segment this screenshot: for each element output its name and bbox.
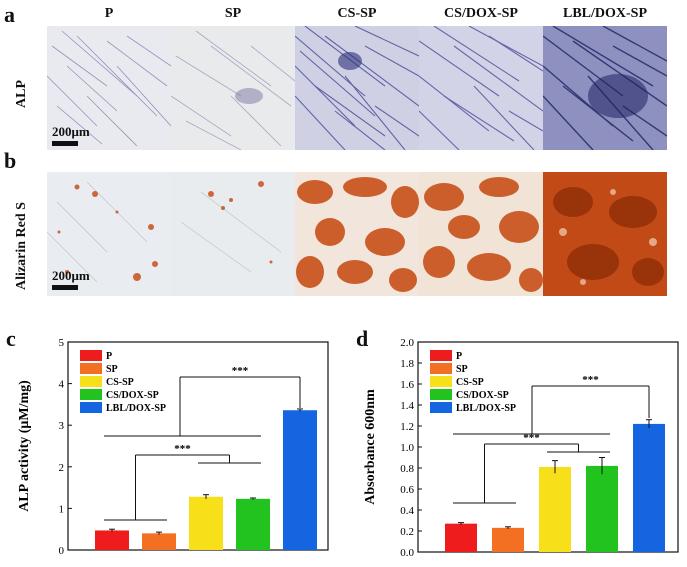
scale-bar-line xyxy=(52,141,78,146)
sig-label-2: *** xyxy=(232,365,249,377)
y-tick-label: 0.6 xyxy=(400,484,414,496)
scale-bar-label: 200μm xyxy=(52,124,90,139)
bar-lbl-dox-sp xyxy=(633,423,665,552)
ars-micrograph-lbl-dox-sp xyxy=(543,172,667,296)
legend-label-lbl-dox-sp: LBL/DOX-SP xyxy=(456,403,516,414)
legend-swatch-p xyxy=(430,350,452,361)
legend-label-cs-sp: CS-SP xyxy=(106,377,134,388)
legend-swatch-lbl-dox-sp xyxy=(80,402,102,413)
legend-swatch-cs-dox-sp xyxy=(430,389,452,400)
column-header-lbl-dox-sp: LBL/DOX-SP xyxy=(562,6,647,21)
sig-label-2: *** xyxy=(582,374,599,386)
ars-micrograph-sp xyxy=(171,172,295,296)
alp-micrograph-lbl-dox-sp xyxy=(543,26,667,150)
y-tick-label: 1.4 xyxy=(400,400,414,412)
alp-micrograph-p xyxy=(47,26,171,150)
y-tick-label: 0.2 xyxy=(400,526,414,538)
legend-swatch-cs-dox-sp xyxy=(80,389,102,400)
bar-cs-sp xyxy=(539,466,571,552)
legend-swatch-cs-sp xyxy=(430,376,452,387)
y-tick-label: 4 xyxy=(59,379,65,391)
legend-label-cs-dox-sp: CS/DOX-SP xyxy=(456,390,509,401)
y-axis-label: ALP activity (μM/mg) xyxy=(17,380,32,512)
bar-sp xyxy=(492,527,524,552)
y-tick-label: 2 xyxy=(59,462,65,474)
alp-micrograph-cs-sp xyxy=(295,26,419,150)
legend-label-sp: SP xyxy=(106,364,118,375)
y-tick-label: 5 xyxy=(59,337,65,349)
scale-bar-line xyxy=(52,285,78,290)
legend-label-p: P xyxy=(106,351,112,362)
legend-swatch-lbl-dox-sp xyxy=(430,402,452,413)
scale-bar-ars: 200μm xyxy=(52,268,90,290)
legend-swatch-cs-sp xyxy=(80,376,102,387)
bar-sp xyxy=(142,533,176,550)
legend-label-sp: SP xyxy=(456,364,468,375)
legend-label-cs-dox-sp: CS/DOX-SP xyxy=(106,390,159,401)
legend-label-cs-sp: CS-SP xyxy=(456,377,484,388)
alp-micrograph-sp xyxy=(171,26,295,150)
column-header-sp: SP xyxy=(224,6,242,21)
alp-micrograph-cs-dox-sp xyxy=(419,26,543,150)
chart-c-alp-activity: 0 1 2 3 4 5 ALP activity (μM/mg) P SP CS-SP CS/DOX… xyxy=(17,337,329,557)
ars-micrograph-cs-sp xyxy=(295,172,419,296)
y-tick-label: 3 xyxy=(59,420,65,432)
scale-bar-label: 200μm xyxy=(52,268,90,283)
panel-label-d: d xyxy=(356,326,369,351)
legend-label-p: P xyxy=(456,351,462,362)
legend-swatch-p xyxy=(80,350,102,361)
ars-micrograph-cs-dox-sp xyxy=(419,172,543,296)
bar-p xyxy=(95,530,129,550)
y-tick-label: 1 xyxy=(59,503,65,515)
bar-p xyxy=(445,523,477,552)
scale-bar-alp: 200μm xyxy=(52,124,90,146)
y-axis-label: Absorbance 600nm xyxy=(363,389,378,505)
y-tick-label: 0.0 xyxy=(400,547,414,559)
y-tick-label: 1.2 xyxy=(400,421,414,433)
column-header-cs-dox-sp: CS/DOX-SP xyxy=(444,6,518,21)
legend-swatch-sp xyxy=(430,363,452,374)
bar-cs-dox-sp xyxy=(236,498,270,550)
y-tick-label: 1.0 xyxy=(400,442,414,454)
y-tick-label: 0.4 xyxy=(400,505,414,517)
y-tick-label: 2.0 xyxy=(400,337,414,349)
bar-cs-dox-sp xyxy=(586,465,618,552)
y-tick-label: 0.8 xyxy=(400,463,414,475)
row-label-alizarin-red-s: Alizarin Red S xyxy=(14,202,29,290)
chart-d-absorbance: 0.0 0.2 0.4 0.6 0.8 1.0 1.2 1.4 1.6 1.8 2.0 Absorba… xyxy=(363,337,679,559)
bar-lbl-dox-sp xyxy=(283,410,317,550)
bar-cs-sp xyxy=(189,496,223,550)
sig-label-1: *** xyxy=(174,443,191,455)
column-header-cs-sp: CS-SP xyxy=(337,6,377,21)
panel-label-b: b xyxy=(4,148,17,173)
y-tick-label: 0 xyxy=(59,545,65,557)
y-tick-label: 1.8 xyxy=(400,358,414,370)
column-header-p: P xyxy=(104,6,114,21)
panel-label-a: a xyxy=(4,2,15,27)
ars-micrograph-p xyxy=(47,172,171,296)
row-label-alp: ALP xyxy=(14,80,29,108)
panel-label-c: c xyxy=(6,326,16,351)
sig-label-1: *** xyxy=(523,432,540,444)
y-tick-label: 1.6 xyxy=(400,379,414,391)
legend-swatch-sp xyxy=(80,363,102,374)
legend-label-lbl-dox-sp: LBL/DOX-SP xyxy=(106,403,166,414)
